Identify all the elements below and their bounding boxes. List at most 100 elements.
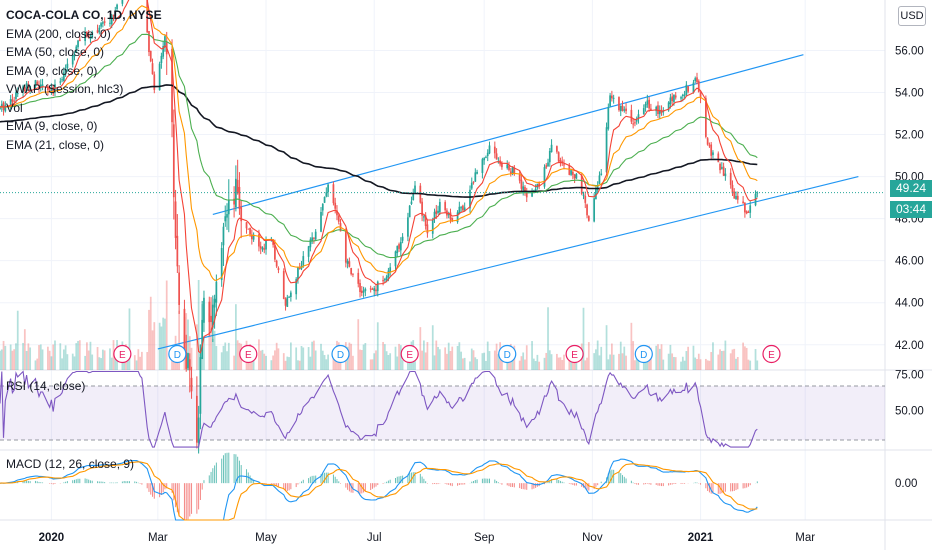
candle xyxy=(320,207,322,233)
volume-bar xyxy=(149,296,152,370)
candle xyxy=(623,106,626,113)
candle xyxy=(64,64,67,77)
volume-bar xyxy=(298,360,301,370)
volume-bar xyxy=(238,342,241,370)
ema9-line xyxy=(0,0,758,354)
candle xyxy=(109,17,111,27)
candle xyxy=(121,0,124,7)
volume-bar xyxy=(220,352,223,370)
earnings-marker: E xyxy=(565,344,584,364)
legend-ema9[interactable]: EMA (9, close, 0) xyxy=(6,63,98,78)
candle xyxy=(344,228,347,268)
candle xyxy=(435,204,438,220)
channel-line-upper xyxy=(212,54,804,216)
legend-ema200[interactable]: EMA (200, close, 0) xyxy=(6,26,111,41)
candle xyxy=(731,180,734,197)
candle xyxy=(648,97,650,112)
price-tick-label: 44.00 xyxy=(895,298,924,310)
candle xyxy=(187,352,189,371)
volume-bar xyxy=(148,309,150,370)
volume-bar xyxy=(376,322,379,370)
volume-bar xyxy=(50,356,53,370)
volume-bar xyxy=(282,353,285,370)
candle xyxy=(706,137,709,146)
candle xyxy=(458,201,461,215)
volume-bar xyxy=(197,280,200,370)
legend-ema50[interactable]: EMA (50, close, 0) xyxy=(6,45,105,59)
volume-bar xyxy=(71,353,74,370)
time-tick-label: Sep xyxy=(474,532,494,544)
volume-bar xyxy=(250,358,253,370)
candle xyxy=(437,205,439,215)
candle xyxy=(282,268,285,300)
candle xyxy=(61,76,63,83)
volume-bar xyxy=(224,342,227,370)
candle xyxy=(632,118,635,129)
legend-ema21[interactable]: EMA (21, close, 0) xyxy=(6,137,105,152)
candle xyxy=(153,71,156,94)
volume-bar xyxy=(611,343,613,370)
volume-bar xyxy=(307,347,310,370)
candle xyxy=(556,145,558,154)
volume-bar xyxy=(632,341,635,370)
candle xyxy=(178,265,180,314)
svg-text:D: D xyxy=(337,350,344,361)
volume-bar xyxy=(261,349,264,370)
candle xyxy=(307,245,310,263)
macd-label[interactable]: MACD (12, 26, close, 9) xyxy=(6,457,135,471)
candle xyxy=(34,79,37,89)
candle xyxy=(650,103,652,111)
candle xyxy=(593,193,596,223)
candle xyxy=(297,267,299,284)
candle xyxy=(697,79,700,93)
symbol-title[interactable]: COCA-COLA CO, 1D, NYSE xyxy=(6,8,162,22)
volume-bar xyxy=(573,361,576,370)
candle xyxy=(325,187,328,198)
candle xyxy=(548,148,551,167)
volume-bar xyxy=(78,340,81,370)
candle xyxy=(346,258,349,269)
candle xyxy=(488,141,491,155)
volume-bar xyxy=(446,353,448,370)
candle xyxy=(314,229,317,242)
volume-bar xyxy=(486,341,489,370)
volume-bar xyxy=(561,359,564,370)
volume-bar xyxy=(265,355,267,370)
candle xyxy=(619,105,622,117)
legend-ema9-second[interactable]: EMA (9, close, 0) xyxy=(6,119,98,133)
candle xyxy=(605,122,608,173)
volume-bar xyxy=(215,346,218,370)
legend-vwap[interactable]: VWAP (Session, hlc3) xyxy=(6,82,124,96)
candle xyxy=(71,53,74,68)
volume-bar xyxy=(153,322,156,370)
volume-bar xyxy=(54,340,56,370)
volume-bar xyxy=(705,358,707,370)
volume-bar xyxy=(36,358,39,370)
volume-bar xyxy=(735,358,737,370)
volume-bar xyxy=(421,350,423,370)
candle xyxy=(513,165,516,176)
volume-bar xyxy=(506,357,509,370)
candle xyxy=(114,6,117,22)
volume-bar xyxy=(671,353,674,370)
currency-button[interactable]: USD xyxy=(898,6,926,26)
volume-bar xyxy=(382,341,384,370)
rsi-label[interactable]: RSI (14, close) xyxy=(6,379,86,393)
candle xyxy=(2,101,5,116)
volume-bar xyxy=(389,353,392,370)
candle xyxy=(618,96,620,112)
volume-bar xyxy=(618,353,620,370)
candle xyxy=(520,175,523,192)
candle xyxy=(220,242,223,287)
candle xyxy=(188,353,191,393)
legend-vol[interactable]: Vol xyxy=(6,100,23,115)
candle xyxy=(259,241,262,255)
candle xyxy=(59,77,62,86)
volume-bar xyxy=(311,341,314,370)
candle xyxy=(635,116,638,125)
volume-bar xyxy=(25,350,28,370)
volume-bar xyxy=(190,347,193,370)
volume-bar xyxy=(263,353,266,370)
